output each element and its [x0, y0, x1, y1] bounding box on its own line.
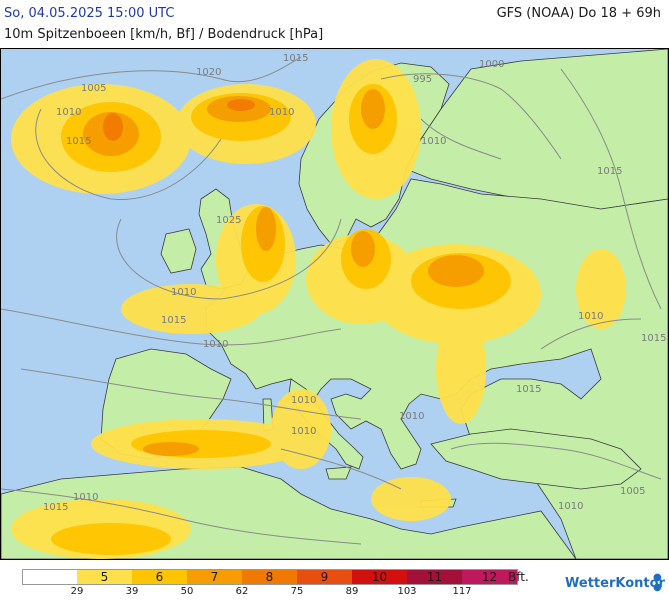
isobar-label: 1010	[578, 311, 603, 322]
isobar-line	[560, 68, 662, 310]
isobar-line	[380, 73, 562, 160]
brand-logo-text: WetterKontor	[565, 576, 665, 591]
gust-legend: 5 6 7 8 9 10 11 12	[22, 569, 518, 585]
legend-swatch-bf-8: 8	[242, 569, 297, 585]
land-turkey	[430, 428, 642, 490]
isobar-layer	[1, 56, 662, 545]
isobar-label: 1010	[399, 411, 424, 422]
isobar-label: 1005	[620, 486, 645, 497]
isobar-label: 1010	[291, 426, 316, 437]
isobar-label: 1025	[216, 215, 241, 226]
isobar-line	[116, 218, 342, 300]
land-sicily	[325, 466, 352, 480]
legend-swatch-bf-5: 5	[77, 569, 132, 585]
isobar-label: 1015	[66, 136, 91, 147]
isobar-label: 1010	[269, 107, 294, 118]
isobar-line	[1, 308, 342, 346]
map-subtitle: 10m Spitzenboeen [km/h, Bf] / Bodendruck…	[4, 27, 324, 42]
isobar-line	[20, 368, 362, 420]
isobar-label: 1015	[161, 315, 186, 326]
isobar-label: 1015	[516, 384, 541, 395]
isobar-label: 1015	[283, 53, 308, 64]
legend-swatch-bf-9: 9	[297, 569, 352, 585]
isobar-line	[1, 56, 302, 100]
model-run: GFS (NOAA) Do 18 + 69h	[496, 6, 661, 21]
isobar-label: 1015	[641, 333, 666, 344]
isobar-label: 995	[413, 74, 432, 85]
legend-kmh-tick: 117	[452, 586, 472, 597]
isobar-label: 1000	[479, 59, 504, 70]
weather-map: 1015 1020 1005 1010 1010 1015 995 1000 1…	[0, 48, 669, 560]
brand-logo-icon: ● ●	[653, 572, 662, 593]
isobar-label: 1010	[56, 107, 81, 118]
isobar-line	[450, 442, 662, 480]
isobar-line	[420, 118, 502, 160]
valid-time-text: So, 04.05.2025 15:00 UTC	[4, 6, 175, 21]
legend-swatch-bf-11: 11	[407, 569, 462, 585]
legend-kmh-tick: 29	[70, 586, 84, 597]
land-ireland	[160, 228, 197, 274]
isobar-labels: 1015 1020 1005 1010 1010 1015 995 1000 1…	[43, 53, 666, 513]
legend-kmh-tick: 39	[125, 586, 139, 597]
map-svg: 1015 1020 1005 1010 1010 1015 995 1000 1…	[1, 49, 668, 559]
isobar-label: 1015	[597, 166, 622, 177]
isobar-label: 1010	[421, 136, 446, 147]
isobar-label: 1010	[291, 395, 316, 406]
gust-field-bf8	[103, 99, 255, 141]
legend-swatch-bf-12: 12	[462, 569, 518, 585]
legend-kmh-tick: 89	[345, 586, 359, 597]
legend-unit: Bft.	[508, 570, 529, 584]
isobar-label: 1010	[203, 339, 228, 350]
valid-time: So, 04.05.2025 15:00 UTC	[4, 6, 174, 22]
legend-kmh-tick: 50	[180, 586, 194, 597]
legend-kmh-tick: 103	[397, 586, 417, 597]
isobar-line	[280, 448, 402, 490]
legend-swatch-bf-calm	[22, 569, 78, 585]
isobar-label: 1005	[81, 83, 106, 94]
isobar-label: 1010	[73, 492, 98, 503]
legend-swatch-bf-7: 7	[187, 569, 242, 585]
legend-kmh-tick: 62	[235, 586, 249, 597]
isobar-line	[540, 318, 642, 350]
land-russia-north	[405, 49, 668, 210]
isobar-label: 1010	[558, 501, 583, 512]
isobar-line	[35, 108, 222, 200]
legend-swatch-bf-10: 10	[352, 569, 407, 585]
isobar-label: 1015	[43, 502, 68, 513]
isobar-label: 1010	[171, 287, 196, 298]
isobar-label: 1020	[196, 67, 221, 78]
legend-kmh-tick: 75	[290, 586, 304, 597]
legend-swatch-bf-6: 6	[132, 569, 187, 585]
isobar-line	[1, 488, 362, 545]
